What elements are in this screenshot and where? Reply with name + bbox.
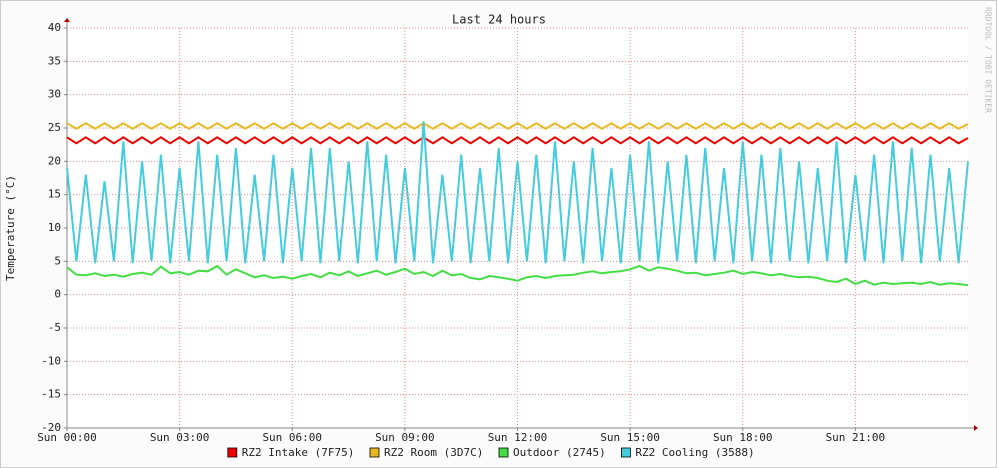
x-tick-label: Sun 18:00 [713, 431, 773, 444]
y-axis-label: Temperature (°C) [4, 175, 17, 281]
y-tick-label: -20 [41, 421, 61, 434]
x-tick-label: Sun 06:00 [262, 431, 322, 444]
legend-swatch [227, 447, 238, 458]
x-tick-label: Sun 21:00 [826, 431, 886, 444]
y-tick-label: 15 [48, 188, 61, 201]
x-tick-label: Sun 12:00 [488, 431, 548, 444]
legend-label: RZ2 Intake (7F75) [242, 446, 355, 459]
legend: RZ2 Intake (7F75) RZ2 Room (3D7C) Outdoor … [227, 446, 755, 459]
x-tick-label: Sun 09:00 [375, 431, 435, 444]
y-tick-label: 10 [48, 221, 61, 234]
legend-label: RZ2 Room (3D7C) [384, 446, 483, 459]
series-line [66, 264, 969, 287]
y-tick-label: 0 [54, 288, 61, 301]
x-tick-label: Sun 03:00 [150, 431, 210, 444]
chart-title: Last 24 hours [452, 13, 546, 27]
legend-label: Outdoor (2745) [513, 446, 606, 459]
series-line [66, 121, 969, 264]
y-tick-label: -5 [48, 321, 61, 334]
y-tick-label: -10 [41, 354, 61, 367]
x-tick-label: Sun 00:00 [37, 431, 97, 444]
legend-swatch [621, 447, 631, 458]
y-axis-arrow [64, 18, 70, 22]
y-tick-label: 20 [48, 154, 61, 167]
series-line [66, 122, 969, 130]
legend-label: RZ2 Cooling (3588) [635, 446, 754, 459]
legend-swatch [369, 447, 380, 458]
y-tick-label: 5 [54, 254, 61, 267]
x-axis-arrow [974, 425, 978, 431]
y-tick-label: 30 [48, 88, 61, 101]
legend-swatch [498, 447, 509, 458]
series-line [66, 136, 969, 145]
x-tick-label: Sun 15:00 [600, 431, 660, 444]
y-tick-label: 40 [48, 21, 61, 34]
watermark: RRDTOOL / TOBI OETIKER [984, 7, 993, 113]
y-tick-label: -15 [41, 388, 61, 401]
y-tick-label: 25 [48, 121, 61, 134]
y-tick-label: 35 [48, 54, 61, 67]
